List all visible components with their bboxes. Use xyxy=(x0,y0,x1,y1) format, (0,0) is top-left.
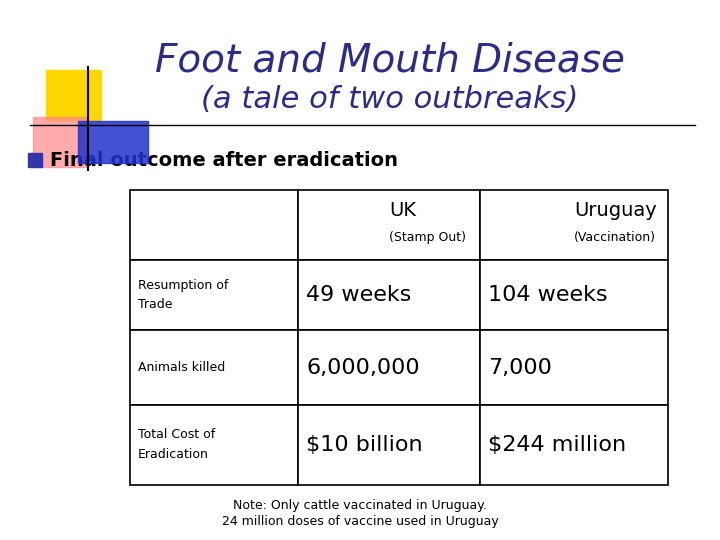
Bar xyxy=(130,330,298,405)
Bar xyxy=(480,330,668,405)
Bar xyxy=(298,330,480,405)
Text: (Vaccination): (Vaccination) xyxy=(574,231,656,244)
Bar xyxy=(480,405,668,485)
Bar xyxy=(480,260,668,330)
Text: 104 weeks: 104 weeks xyxy=(488,285,608,305)
Text: 49 weeks: 49 weeks xyxy=(306,285,411,305)
Text: Uruguay: Uruguay xyxy=(574,201,657,220)
Text: 7,000: 7,000 xyxy=(488,357,552,377)
Text: 6,000,000: 6,000,000 xyxy=(306,357,420,377)
Bar xyxy=(78,121,148,163)
Text: Total Cost of: Total Cost of xyxy=(138,429,215,442)
Text: $10 billion: $10 billion xyxy=(306,435,423,455)
Text: 24 million doses of vaccine used in Uruguay: 24 million doses of vaccine used in Urug… xyxy=(222,516,498,529)
Text: Animals killed: Animals killed xyxy=(138,361,225,374)
Text: UK: UK xyxy=(389,201,416,220)
Bar xyxy=(480,190,668,260)
Text: (Stamp Out): (Stamp Out) xyxy=(389,231,466,244)
Text: Resumption of: Resumption of xyxy=(138,279,228,292)
Bar xyxy=(130,260,298,330)
Bar xyxy=(46,70,101,120)
Text: Trade: Trade xyxy=(138,299,173,312)
Bar xyxy=(28,153,42,167)
Text: Eradication: Eradication xyxy=(138,449,209,462)
Text: $244 million: $244 million xyxy=(488,435,626,455)
Bar xyxy=(130,405,298,485)
Bar xyxy=(298,190,480,260)
Text: (a tale of two outbreaks): (a tale of two outbreaks) xyxy=(202,85,579,114)
Bar xyxy=(33,117,88,167)
Text: Note: Only cattle vaccinated in Uruguay.: Note: Only cattle vaccinated in Uruguay. xyxy=(233,498,487,511)
Text: Final outcome after eradication: Final outcome after eradication xyxy=(50,151,398,170)
Bar xyxy=(130,190,298,260)
Bar xyxy=(298,260,480,330)
Text: Foot and Mouth Disease: Foot and Mouth Disease xyxy=(155,41,625,79)
Bar xyxy=(298,405,480,485)
